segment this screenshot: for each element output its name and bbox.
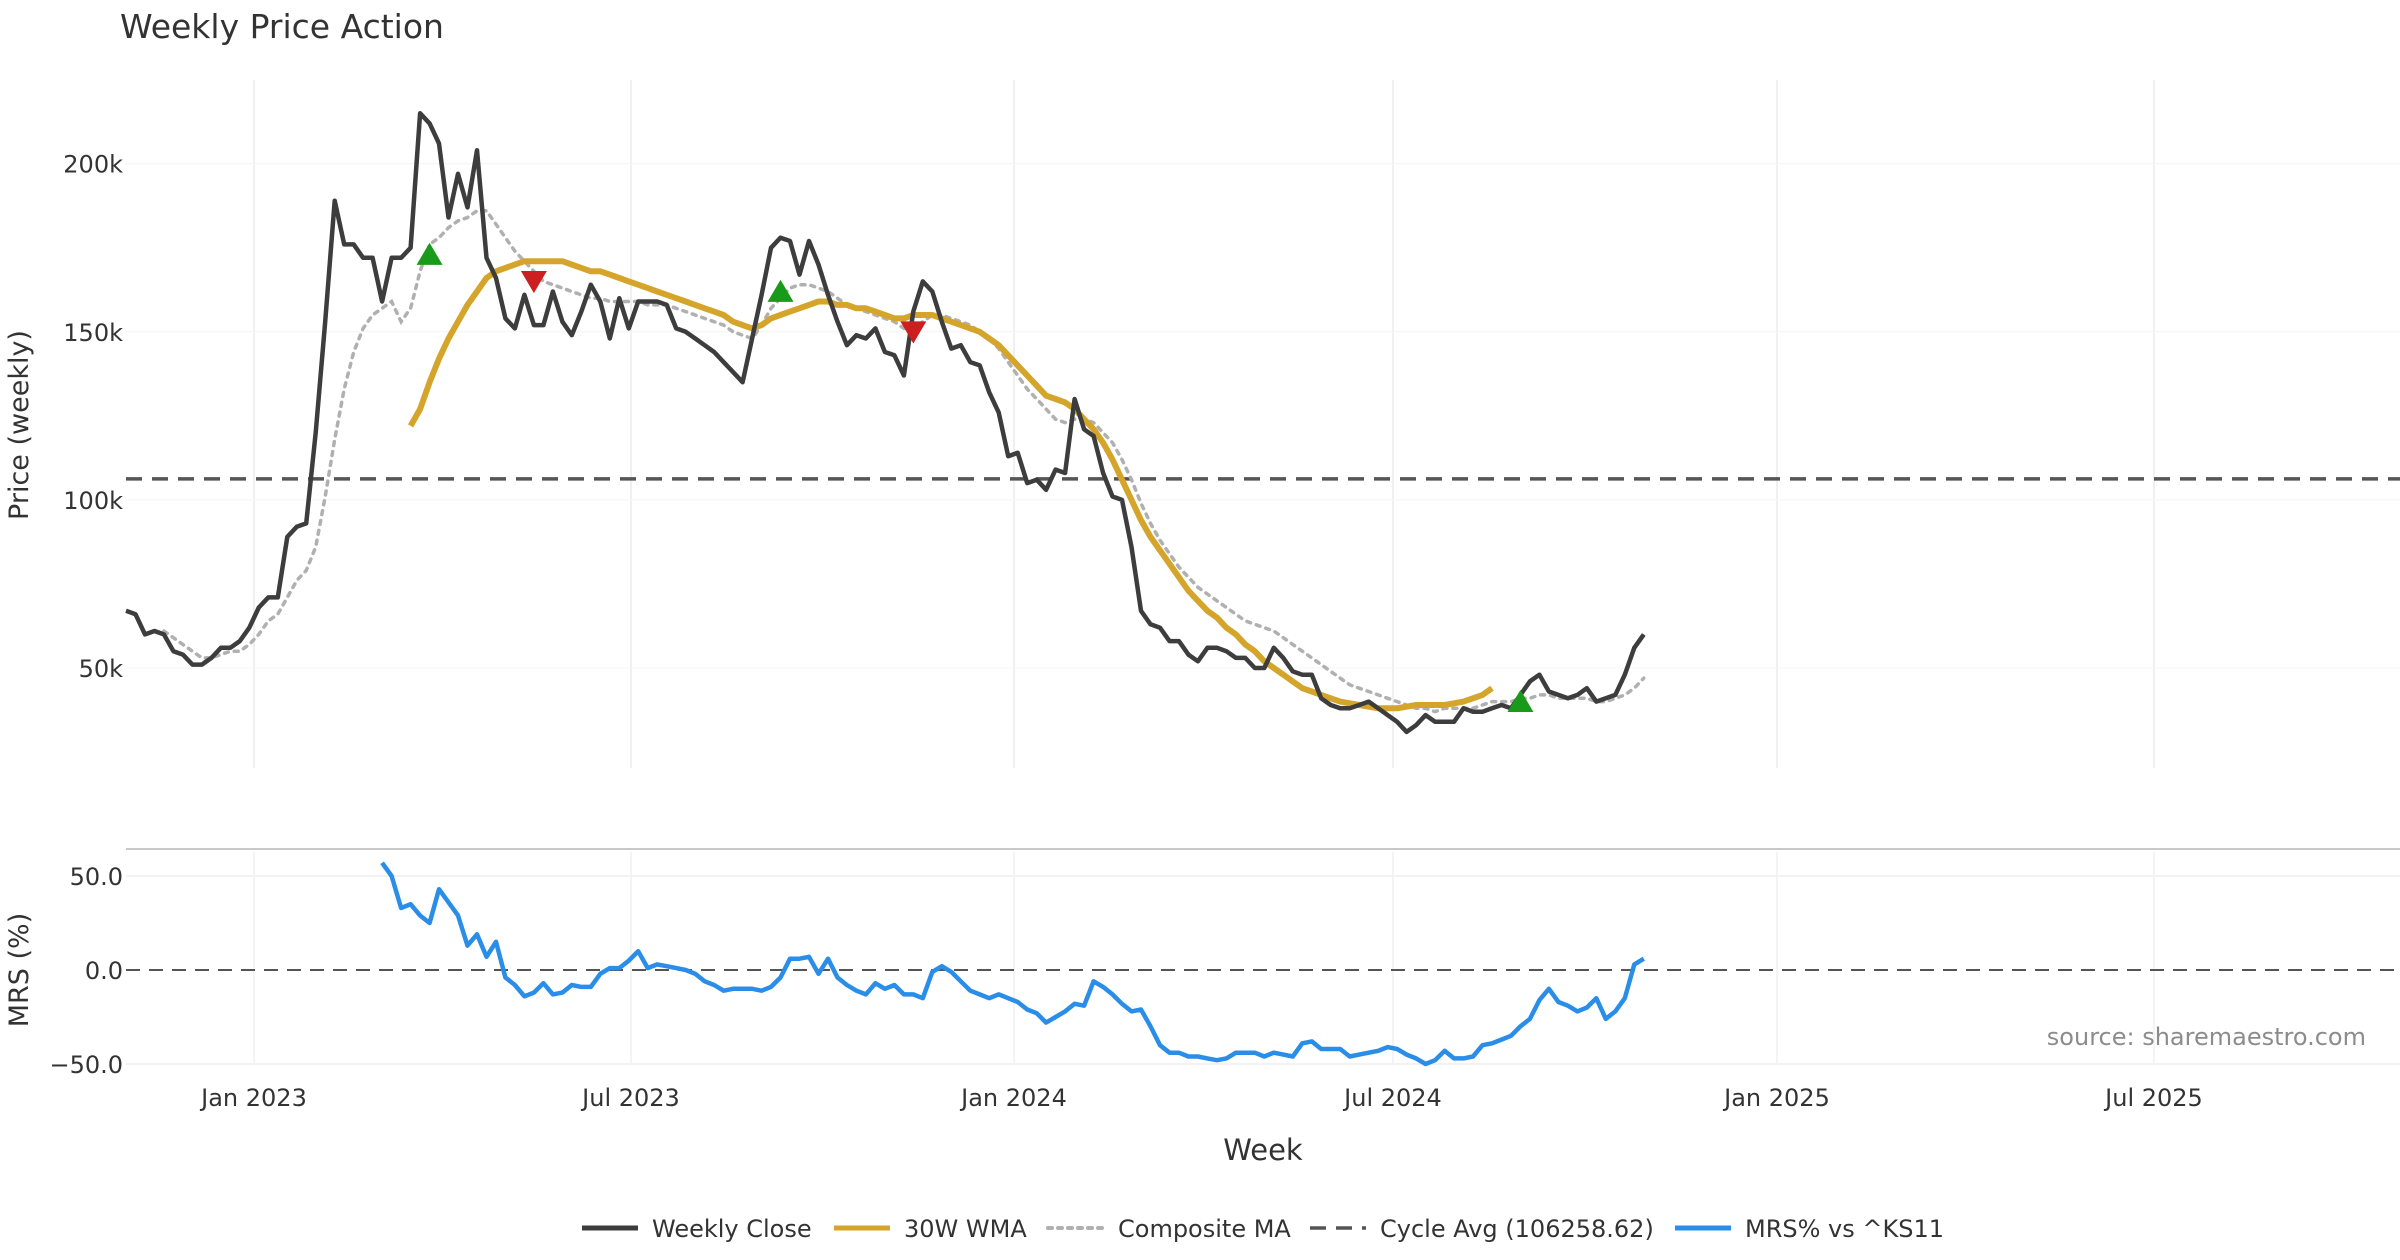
mrs-y-axis-label: MRS (%) [4, 913, 35, 1028]
price-y-tick-label: 200k [63, 151, 123, 179]
mrs-panel: 50.0 0.0 −50.0 MRS (%) source: sharemaestr… [4, 848, 2400, 1079]
sell-signal-marker [520, 270, 547, 294]
x-tick-label: Jul 2025 [2103, 1084, 2203, 1112]
x-axis-label: Week [1223, 1133, 1303, 1167]
composite-ma-line [162, 209, 1646, 714]
buy-signal-marker [767, 279, 794, 302]
mrs-y-tick-label: 0.0 [85, 957, 123, 985]
legend-label: Composite MA [1118, 1215, 1291, 1243]
source-note: source: sharemaestro.com [2047, 1023, 2366, 1051]
buy-signal-marker [416, 242, 443, 265]
wma-30w-line [407, 258, 1494, 712]
legend: Weekly Close 30W WMA Composite MA Cycle Avg… [582, 1215, 1944, 1243]
x-tick-label: Jul 2023 [580, 1084, 680, 1112]
buy-signal-marker [1507, 689, 1534, 713]
price-y-tick-label: 100k [63, 487, 123, 515]
price-y-axis-label: Price (weekly) [4, 330, 35, 520]
mrs-gridlines [126, 852, 2400, 1065]
legend-label: MRS% vs ^KS11 [1745, 1215, 1944, 1243]
legend-label: Weekly Close [652, 1215, 812, 1243]
legend-label: Cycle Avg (106258.62) [1380, 1215, 1654, 1243]
legend-label: 30W WMA [904, 1215, 1027, 1243]
x-tick-labels: Jan 2023 Jul 2023 Jan 2024 Jul 2024 Jan 2025… [199, 1084, 2203, 1112]
mrs-y-tick-label: 50.0 [70, 863, 123, 891]
signal-markers [416, 242, 1534, 713]
x-tick-label: Jul 2024 [1342, 1084, 1442, 1112]
x-tick-label: Jan 2024 [959, 1084, 1067, 1112]
price-y-tick-label: 150k [63, 319, 123, 347]
price-gridlines [126, 80, 2400, 768]
chart-title: Weekly Price Action [120, 7, 444, 46]
mrs-y-tick-label: −50.0 [49, 1051, 123, 1079]
mrs-line [380, 861, 1645, 1067]
sell-signal-marker [900, 321, 927, 344]
price-y-tick-label: 50k [79, 655, 124, 683]
price-y-tick-labels: 50k 100k 150k 200k [63, 151, 123, 683]
x-tick-label: Jan 2023 [199, 1084, 307, 1112]
mrs-y-tick-labels: 50.0 0.0 −50.0 [49, 863, 123, 1079]
price-panel: 50k 100k 150k 200k Price (weekly) [4, 80, 2400, 768]
weekly-close-line [125, 111, 1646, 735]
x-tick-label: Jan 2025 [1722, 1084, 1830, 1112]
